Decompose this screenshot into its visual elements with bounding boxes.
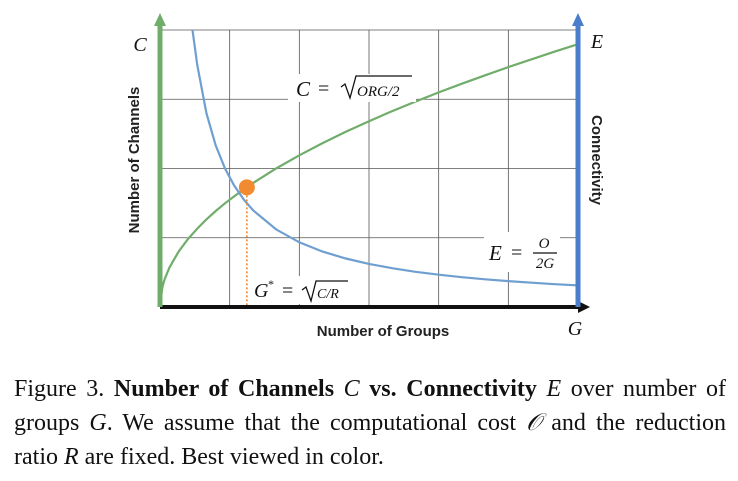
x-axis-symbol: G xyxy=(568,318,583,340)
connectivity-equation: E = O 2G xyxy=(484,232,560,272)
svg-text:O: O xyxy=(539,236,550,252)
intersection-point xyxy=(238,179,255,196)
x-axis-label: Number of Groups xyxy=(317,323,450,340)
left-axis-arrow xyxy=(154,13,166,26)
svg-text:G: G xyxy=(254,280,269,302)
svg-text:ORG/2: ORG/2 xyxy=(357,84,400,100)
optimal-groups-equation: G * = C/R xyxy=(250,276,350,304)
svg-text:=: = xyxy=(318,78,329,100)
channels-curve xyxy=(158,43,579,308)
svg-text:2G: 2G xyxy=(536,256,555,272)
svg-text:C: C xyxy=(296,77,311,101)
right-axis-symbol: E xyxy=(590,31,603,53)
svg-text:*: * xyxy=(268,277,274,291)
svg-text:C/R: C/R xyxy=(317,287,339,302)
svg-text:E: E xyxy=(488,241,502,265)
x-axis-arrow xyxy=(578,301,590,313)
chart: Number of Groups Number of Channels Conn… xyxy=(126,13,605,340)
figure-caption: Figure 3. Number of Channels C vs. Conne… xyxy=(14,376,727,470)
connectivity-curve xyxy=(191,29,579,287)
svg-text:=: = xyxy=(282,280,293,302)
right-axis-arrow xyxy=(572,13,584,26)
right-axis-label: Connectivity xyxy=(588,115,605,206)
channels-equation: C = ORG/2 xyxy=(288,74,416,102)
grid xyxy=(160,29,578,307)
left-axis-symbol: C xyxy=(133,34,147,56)
svg-text:=: = xyxy=(511,242,522,264)
left-axis-label: Number of Channels xyxy=(126,87,143,234)
